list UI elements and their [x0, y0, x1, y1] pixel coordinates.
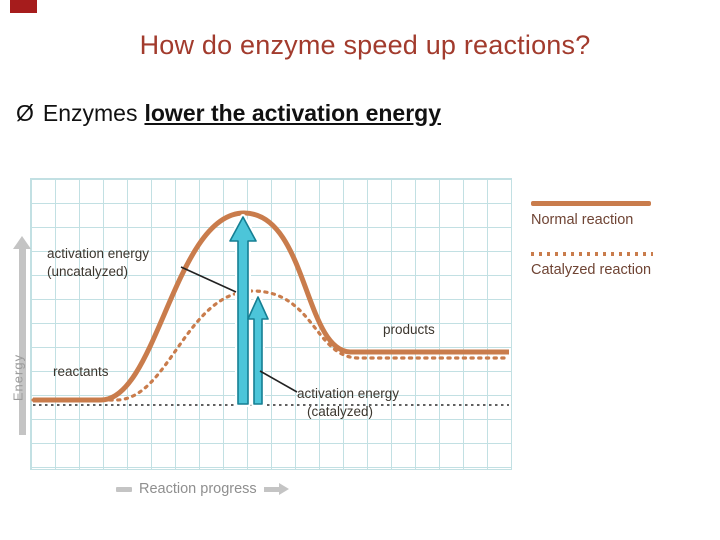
y-axis-label: Energy — [10, 353, 26, 402]
y-axis-arrow — [13, 236, 31, 436]
uncatalyzed-label-pointer-line — [180, 266, 237, 293]
bullet-emphasis-text: lower the activation energy — [144, 100, 442, 126]
x-axis-arrow-icon — [263, 483, 289, 495]
label-activation-catalyzed: activation energy (catalyzed) — [297, 385, 467, 420]
catalyzed-reaction-curve — [31, 289, 511, 402]
bullet-lead-text: Enzymes — [42, 100, 138, 126]
legend: Normal reaction Catalyzed reaction — [531, 197, 671, 278]
y-axis-shaft — [18, 249, 26, 435]
uncatalyzed-activation-arrow — [229, 216, 257, 405]
label-products: products — [383, 322, 435, 337]
label-activation-uncatalyzed-line2: (uncatalyzed) — [47, 263, 129, 279]
label-activation-catalyzed-line2: (catalyzed) — [307, 403, 374, 419]
energy-curves-svg — [31, 210, 511, 407]
x-axis-label: Reaction progress — [139, 481, 257, 497]
legend-item-normal: Normal reaction — [531, 201, 671, 228]
normal-reaction-curve — [33, 210, 509, 403]
catalyzed-label-pointer-line — [259, 370, 298, 393]
energy-diagram: activation energy (uncatalyzed) reactant… — [30, 178, 512, 470]
label-activation-uncatalyzed: activation energy (uncatalyzed) — [47, 245, 187, 280]
y-axis-arrowhead-icon — [13, 236, 31, 249]
x-axis-dash-icon — [116, 486, 132, 492]
legend-swatch-solid-line — [531, 201, 651, 206]
legend-swatch-dotted-line — [531, 252, 653, 256]
bullet-marker-icon: Ø — [16, 100, 34, 126]
label-activation-catalyzed-line1: activation energy — [297, 386, 400, 401]
legend-label-normal: Normal reaction — [531, 212, 634, 228]
corner-accent — [10, 0, 37, 13]
legend-label-catalyzed: Catalyzed reaction — [531, 262, 652, 278]
catalyzed-activation-arrow — [247, 296, 269, 405]
label-reactants: reactants — [53, 364, 109, 379]
bullet-item: Ø Enzymes lower the activation energy — [16, 100, 441, 127]
label-activation-uncatalyzed-line1: activation energy — [47, 246, 150, 261]
x-axis-label-group: Reaction progress — [116, 481, 289, 497]
legend-item-catalyzed: Catalyzed reaction — [531, 252, 671, 278]
page-title: How do enzyme speed up reactions? — [139, 30, 591, 60]
